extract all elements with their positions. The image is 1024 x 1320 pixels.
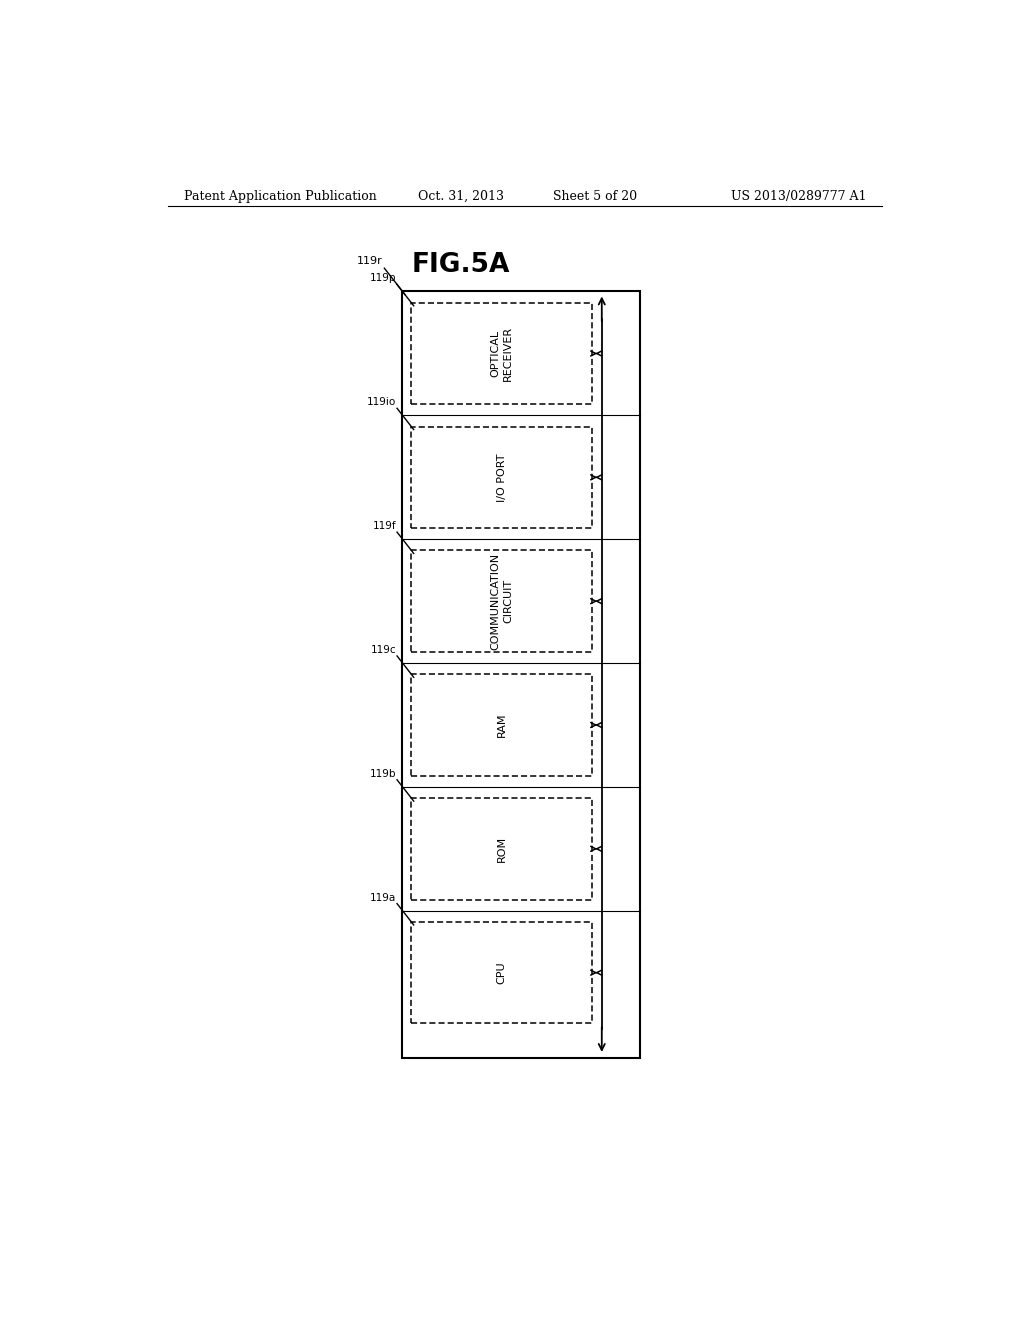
Bar [412,426,592,528]
Text: Patent Application Publication: Patent Application Publication [183,190,376,202]
Text: COMMUNICATION
CIRCUIT: COMMUNICATION CIRCUIT [490,553,513,649]
Text: 119r: 119r [357,256,383,267]
Bar [412,302,592,404]
Text: OPTICAL
RECEIVER: OPTICAL RECEIVER [490,326,513,381]
Text: US 2013/0289777 A1: US 2013/0289777 A1 [731,190,866,202]
Text: Oct. 31, 2013: Oct. 31, 2013 [418,190,504,202]
Bar [412,675,592,776]
Text: I/O PORT: I/O PORT [497,453,507,502]
Text: Sheet 5 of 20: Sheet 5 of 20 [553,190,637,202]
Text: 119b: 119b [370,768,396,779]
Text: 119io: 119io [367,397,396,408]
Bar [412,799,592,900]
Text: 119a: 119a [370,892,396,903]
Bar [412,921,592,1023]
Text: 119f: 119f [373,521,396,531]
Bar [412,550,592,652]
Text: RAM: RAM [497,713,507,738]
Bar [401,290,640,1057]
Text: 119c: 119c [371,645,396,655]
Text: FIG.5A: FIG.5A [412,252,511,279]
Text: ROM: ROM [497,836,507,862]
Text: 119p: 119p [370,273,396,284]
Text: CPU: CPU [497,961,507,983]
